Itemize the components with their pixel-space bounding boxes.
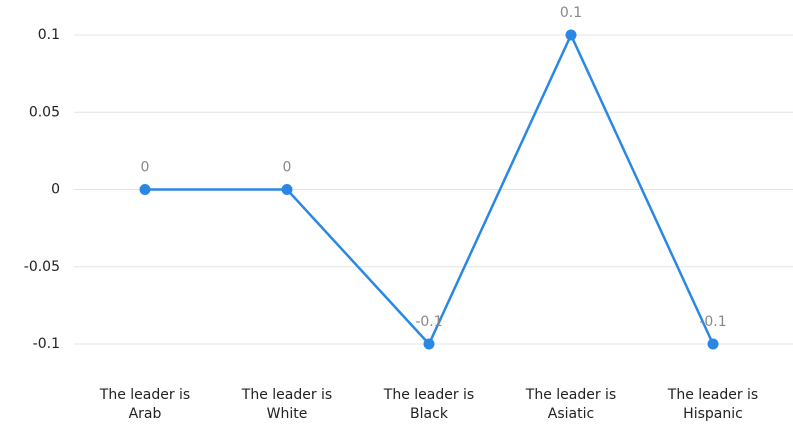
data-label: 0	[283, 160, 292, 176]
data-label: -0.1	[699, 314, 726, 330]
point	[139, 184, 151, 195]
data-label: -0.1	[415, 314, 442, 330]
data-label: 0	[141, 160, 150, 176]
y-tick-label: 0	[51, 182, 60, 198]
point	[281, 184, 293, 195]
x-tick-label: The leader is Black	[383, 387, 475, 422]
x-tick-label: The leader is Hispanic	[667, 387, 759, 422]
y-tick-label: 0.05	[29, 104, 60, 120]
point	[423, 338, 435, 350]
data-label: 0.1	[560, 5, 582, 21]
y-tick-label: 0.1	[38, 27, 60, 43]
x-tick-label: The leader is White	[241, 387, 333, 422]
x-tick-label: The leader is Asiatic	[525, 387, 617, 422]
x-tick-label: The leader is Arab	[99, 387, 191, 422]
y-tick-label: -0.1	[33, 336, 60, 352]
y-tick-label: -0.05	[24, 259, 60, 275]
point	[565, 29, 577, 41]
point	[707, 338, 719, 350]
